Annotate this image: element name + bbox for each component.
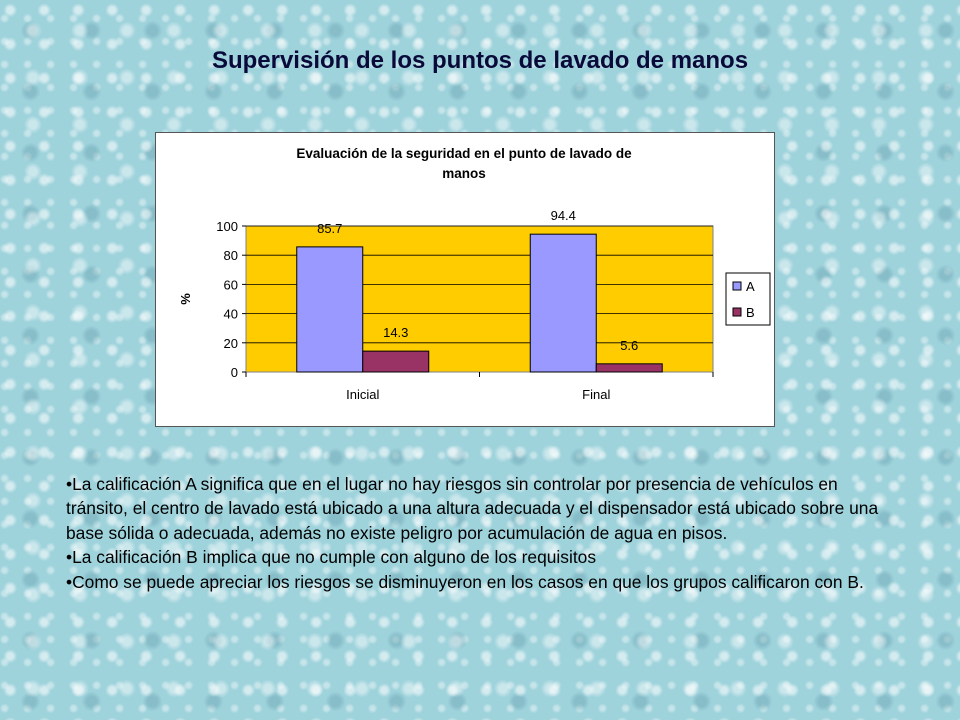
x-tick-label: Inicial [346,387,379,402]
y-tick-label: 80 [224,248,238,263]
y-axis-label: % [178,293,193,305]
bullet-item-a: •La calificación A significa que en el l… [66,474,879,543]
chart-title-line: manos [442,166,486,181]
chart-container: Evaluación de la seguridad en el punto d… [155,132,775,427]
bar-B-Inicial [362,350,430,373]
y-tick-label: 0 [231,365,238,380]
bar-A-Final [529,233,597,373]
slide-title: Supervisión de los puntos de lavado de m… [211,47,749,74]
data-label: 94.4 [551,208,576,223]
bar-A-Inicial [296,246,364,373]
legend-label-A: A [746,279,755,294]
data-label: 5.6 [620,338,638,353]
bar-chart: Evaluación de la seguridad en el punto d… [178,146,771,402]
data-label: 14.3 [383,325,408,340]
chart-title-line: Evaluación de la seguridad en el punto d… [296,146,632,161]
legend-label-B: B [746,305,755,320]
y-tick-label: 20 [224,336,238,351]
bullet-item-conclusion: •Como se puede apreciar los riesgos se d… [66,571,864,592]
bar-B-Final [595,363,663,373]
data-label: 85.7 [317,221,342,236]
y-tick-label: 100 [216,219,238,234]
bullet-list: •La calificación A significa que en el l… [66,472,896,594]
bullet-item-b: •La calificación B implica que no cumple… [66,547,597,568]
legend-swatch-B [732,307,742,317]
y-tick-label: 40 [224,307,238,322]
y-tick-label: 60 [224,277,238,292]
legend-swatch-A [732,281,742,291]
x-tick-label: Final [582,387,610,402]
